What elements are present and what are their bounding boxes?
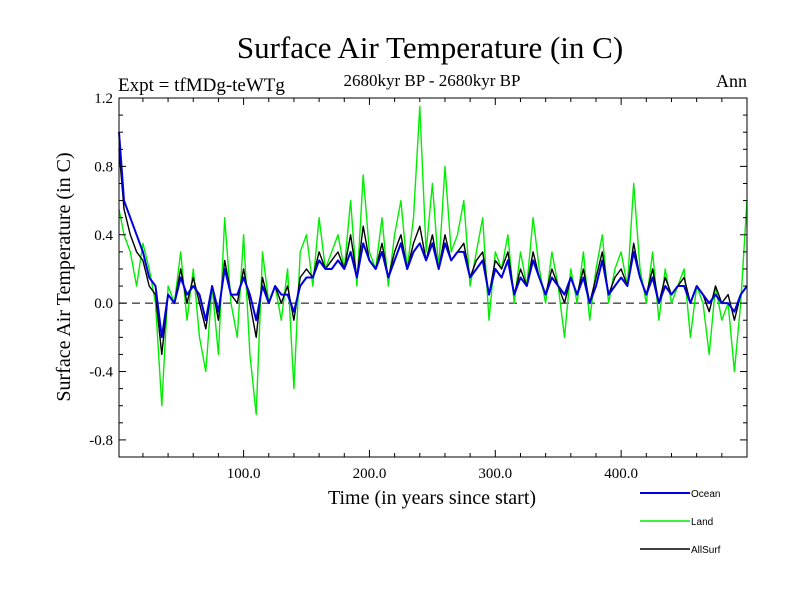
plot-area: 100.0 200.0 300.0 400.0 -0.8 -0.4 0.0 0.4 0.8 1.2	[89, 91, 748, 482]
y-axis-label: Surface Air Temperature (in C)	[53, 152, 75, 401]
y-tick-label: -0.8	[89, 433, 113, 449]
y-tick-label: 0.0	[94, 296, 113, 312]
series-line-ocean	[118, 132, 748, 339]
chart-title: Surface Air Temperature (in C)	[237, 30, 623, 65]
season-label: Ann	[716, 71, 747, 91]
legend-label-ocean: Ocean	[691, 489, 720, 500]
y-tick-label: 0.8	[94, 159, 113, 175]
x-axis-label: Time (in years since start)	[328, 487, 536, 509]
series-line-land	[118, 105, 748, 415]
legend-label-land: Land	[691, 517, 713, 528]
legend: Ocean Land AllSurf	[640, 489, 721, 556]
x-tick-label: 200.0	[353, 466, 387, 482]
experiment-label: Expt = tfMDg-teWTg	[118, 75, 285, 96]
y-tick-label: 1.2	[94, 91, 113, 107]
legend-label-allsurf: AllSurf	[691, 545, 721, 556]
plot-frame	[118, 97, 748, 458]
x-tick-label: 300.0	[478, 466, 512, 482]
y-tick-label: 0.4	[94, 228, 113, 244]
x-tick-label: 400.0	[604, 466, 638, 482]
x-tick-label: 100.0	[227, 466, 261, 482]
y-tick-label: -0.4	[89, 365, 113, 381]
period-label: 2680kyr BP - 2680kyr BP	[344, 71, 521, 90]
